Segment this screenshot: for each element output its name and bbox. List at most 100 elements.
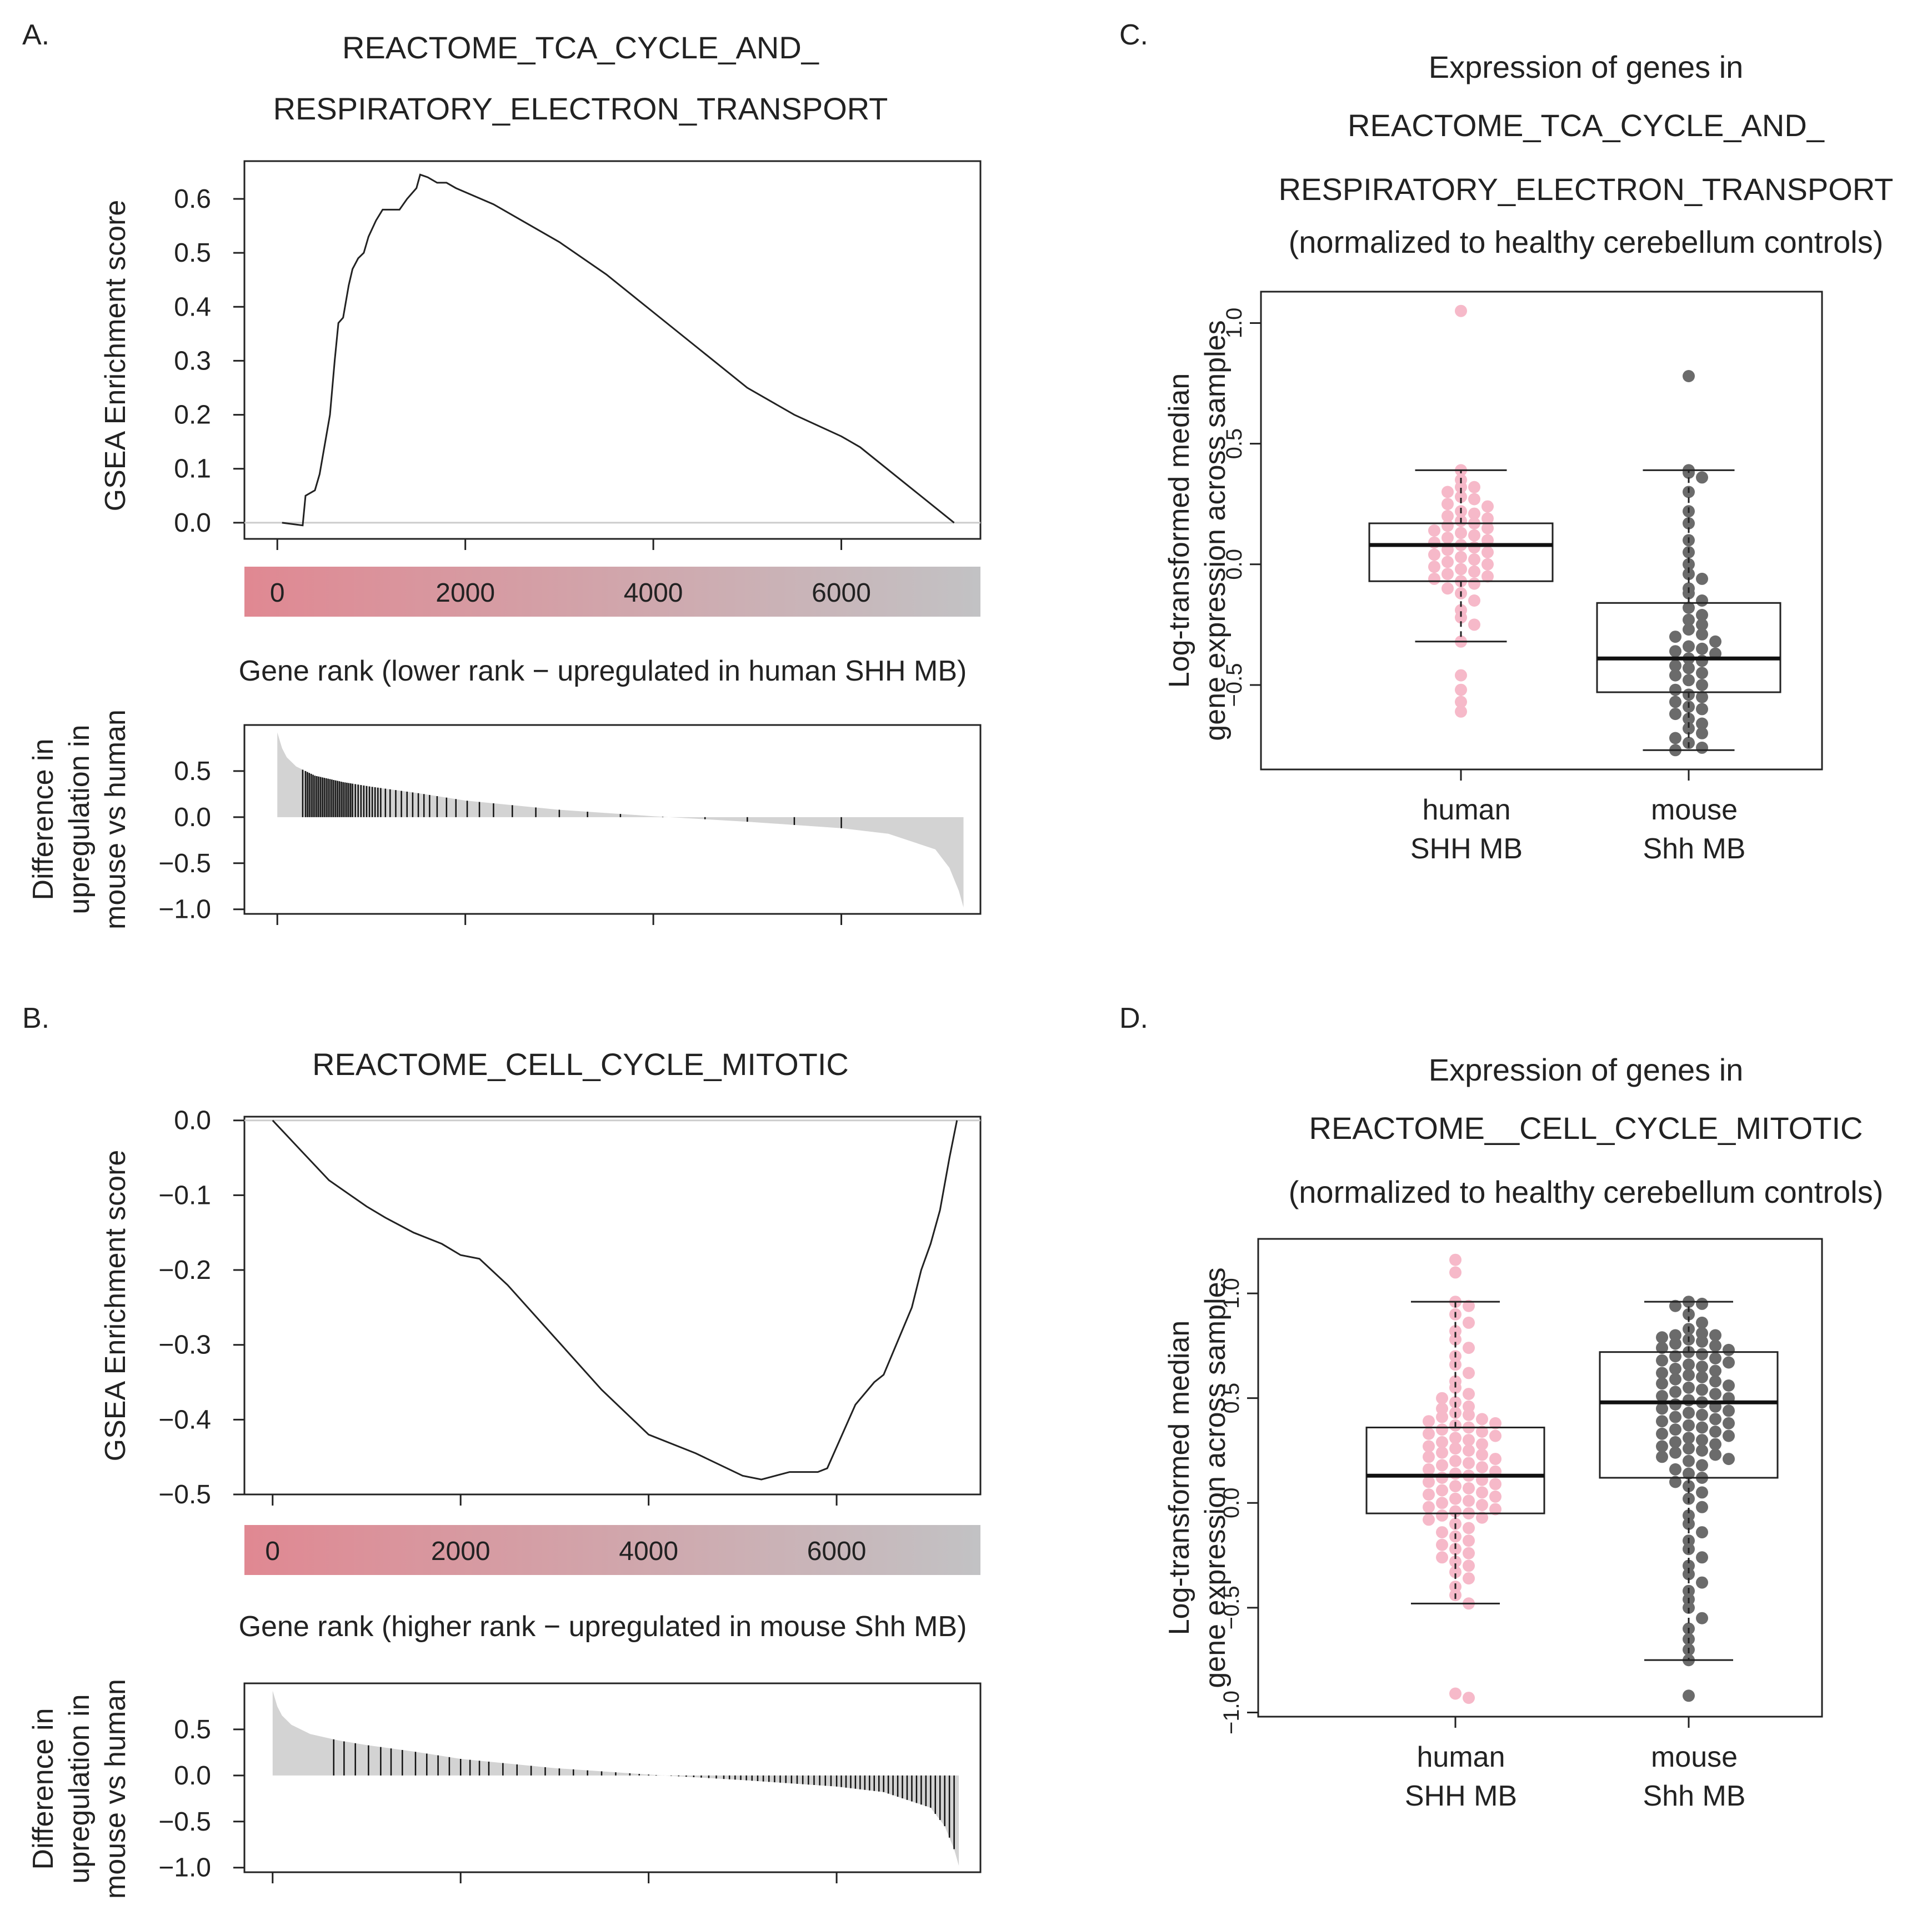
c-human-point xyxy=(1455,551,1467,563)
d-mouse-point xyxy=(1723,1453,1735,1466)
box-iqr xyxy=(1596,602,1781,693)
c-human-point xyxy=(1442,486,1454,498)
diff-y-tick-label: 0.0 xyxy=(174,1761,211,1791)
c-mouse-point xyxy=(1709,635,1721,648)
d-mouse-point xyxy=(1656,1354,1668,1367)
d-mouse-point xyxy=(1723,1404,1735,1417)
panel-a-rank-ticks: 0 2000 4000 6000 xyxy=(270,578,871,608)
d-mouse-point xyxy=(1723,1356,1735,1369)
es-y-tick-label: −0.3 xyxy=(158,1331,211,1360)
panel-b-diff-ylabel-line-3: mouse vs human xyxy=(99,1679,132,1899)
d-human-point xyxy=(1449,1253,1461,1266)
c-human-point xyxy=(1455,527,1467,539)
c-human-point xyxy=(1442,556,1454,568)
d-human-point xyxy=(1423,1415,1435,1428)
d-human-point xyxy=(1463,1434,1475,1447)
d-mouse-point xyxy=(1709,1375,1721,1388)
d-human-point xyxy=(1436,1551,1448,1564)
diff-area xyxy=(277,732,964,908)
d-mouse-point xyxy=(1696,1335,1708,1348)
box-y-tick-label: −0.5 xyxy=(1219,1586,1244,1629)
panel-c-title-line-3: RESPIRATORY_ELECTRON_TRANSPORT xyxy=(1279,172,1894,207)
panel-b-rank-bar xyxy=(244,1525,980,1575)
c-human-point xyxy=(1481,570,1494,583)
c-human-point xyxy=(1442,519,1454,532)
es-y-tick-label: 0.3 xyxy=(174,346,211,376)
panel-c-box-plot: 1.0 0.5 0.0 −0.5 human SHH MB mouse Shh MB xyxy=(1222,304,1781,865)
d-mouse-point xyxy=(1709,1364,1721,1377)
rank-bar-label: 2000 xyxy=(431,1537,490,1566)
d-mouse-point xyxy=(1709,1339,1721,1352)
c-human-point xyxy=(1442,568,1454,581)
diff-y-tick-label: −1.0 xyxy=(158,1853,211,1883)
d-mouse-point xyxy=(1696,1361,1708,1373)
d-mouse-point xyxy=(1696,1316,1708,1329)
box-iqr xyxy=(1368,522,1554,582)
d-human-point xyxy=(1436,1459,1448,1472)
panel-a-rank-bar xyxy=(244,567,980,617)
d-human-point xyxy=(1449,1566,1461,1578)
c-mouse-point xyxy=(1696,667,1708,679)
d-mouse-point xyxy=(1656,1402,1668,1415)
c-mouse-point xyxy=(1696,691,1708,703)
d-mouse-point xyxy=(1656,1342,1668,1354)
d-mouse-point xyxy=(1696,1576,1708,1589)
d-mouse-point xyxy=(1683,1394,1695,1407)
d-human-point xyxy=(1436,1472,1448,1484)
c-mouse-point xyxy=(1696,741,1708,754)
c-human-point xyxy=(1455,481,1467,493)
c-human-point xyxy=(1481,500,1494,513)
d-mouse-point xyxy=(1656,1377,1668,1390)
d-mouse-point xyxy=(1723,1343,1735,1356)
c-mouse-point xyxy=(1696,727,1708,739)
d-human-point xyxy=(1463,1342,1475,1354)
panel-b-es-plot-frame xyxy=(243,1116,982,1496)
d-mouse-point xyxy=(1683,1559,1695,1572)
d-mouse-point xyxy=(1723,1429,1735,1442)
diff-y-tick-label: 0.5 xyxy=(174,1715,211,1744)
d-mouse-point xyxy=(1696,1486,1708,1499)
c-human-point xyxy=(1428,524,1440,537)
d-human-point xyxy=(1423,1476,1435,1488)
es-y-tick-label: 0.0 xyxy=(174,1106,211,1136)
d-human-point xyxy=(1463,1388,1475,1401)
rank-bar-label: 6000 xyxy=(812,578,871,608)
d-human-point xyxy=(1449,1505,1461,1518)
d-mouse-point xyxy=(1683,1442,1695,1455)
d-human-point xyxy=(1423,1463,1435,1476)
panel-b-es-plot: 0.0 −0.1 −0.2 −0.3 −0.4 −0.5 xyxy=(158,1106,980,1509)
c-mouse-point xyxy=(1683,623,1695,636)
c-mouse-point xyxy=(1683,558,1695,571)
box-group-label: Shh MB xyxy=(1643,833,1746,865)
d-human-point xyxy=(1436,1497,1448,1509)
panel-b-title-line-1: REACTOME_CELL_CYCLE_MITOTIC xyxy=(312,1047,849,1082)
es-y-tick-label: −0.4 xyxy=(158,1405,211,1434)
d-mouse-point xyxy=(1683,1369,1695,1382)
c-mouse-point xyxy=(1683,640,1695,653)
c-mouse-point xyxy=(1696,609,1708,621)
box-y-tick-label: −1.0 xyxy=(1219,1691,1244,1734)
panel-a-diff-ylabel-line-1: Difference in xyxy=(27,739,59,901)
d-human-point xyxy=(1449,1480,1461,1493)
c-human-point xyxy=(1468,577,1480,590)
c-human-point xyxy=(1481,546,1494,559)
box-group-label: mouse xyxy=(1651,1741,1738,1773)
c-human-point xyxy=(1468,481,1480,493)
es-curve xyxy=(282,173,955,527)
panel-b-ylabel: GSEA Enrichment score xyxy=(99,1150,132,1462)
c-mouse-point xyxy=(1696,642,1708,655)
d-mouse-point xyxy=(1656,1331,1668,1344)
d-mouse-point xyxy=(1669,1411,1681,1423)
panel-c-title-line-1: Expression of genes in xyxy=(1429,49,1744,84)
d-human-point xyxy=(1489,1453,1501,1466)
panel-label-a: A. xyxy=(22,19,49,51)
d-human-point xyxy=(1463,1494,1475,1507)
panel-d-ylabel-line-1: Log-transformed median xyxy=(1163,1321,1195,1636)
diff-y-tick-label: −0.5 xyxy=(158,1807,211,1837)
d-human-point xyxy=(1436,1446,1448,1459)
panel-a-diff-plot: 0.5 0.0 −0.5 −1.0 xyxy=(158,732,964,925)
d-human-point xyxy=(1436,1538,1448,1551)
d-mouse-point xyxy=(1669,1463,1681,1476)
d-human-point xyxy=(1463,1444,1475,1457)
panel-a-es-plot: 0.0 0.1 0.2 0.3 0.4 0.5 0.6 xyxy=(174,173,980,550)
